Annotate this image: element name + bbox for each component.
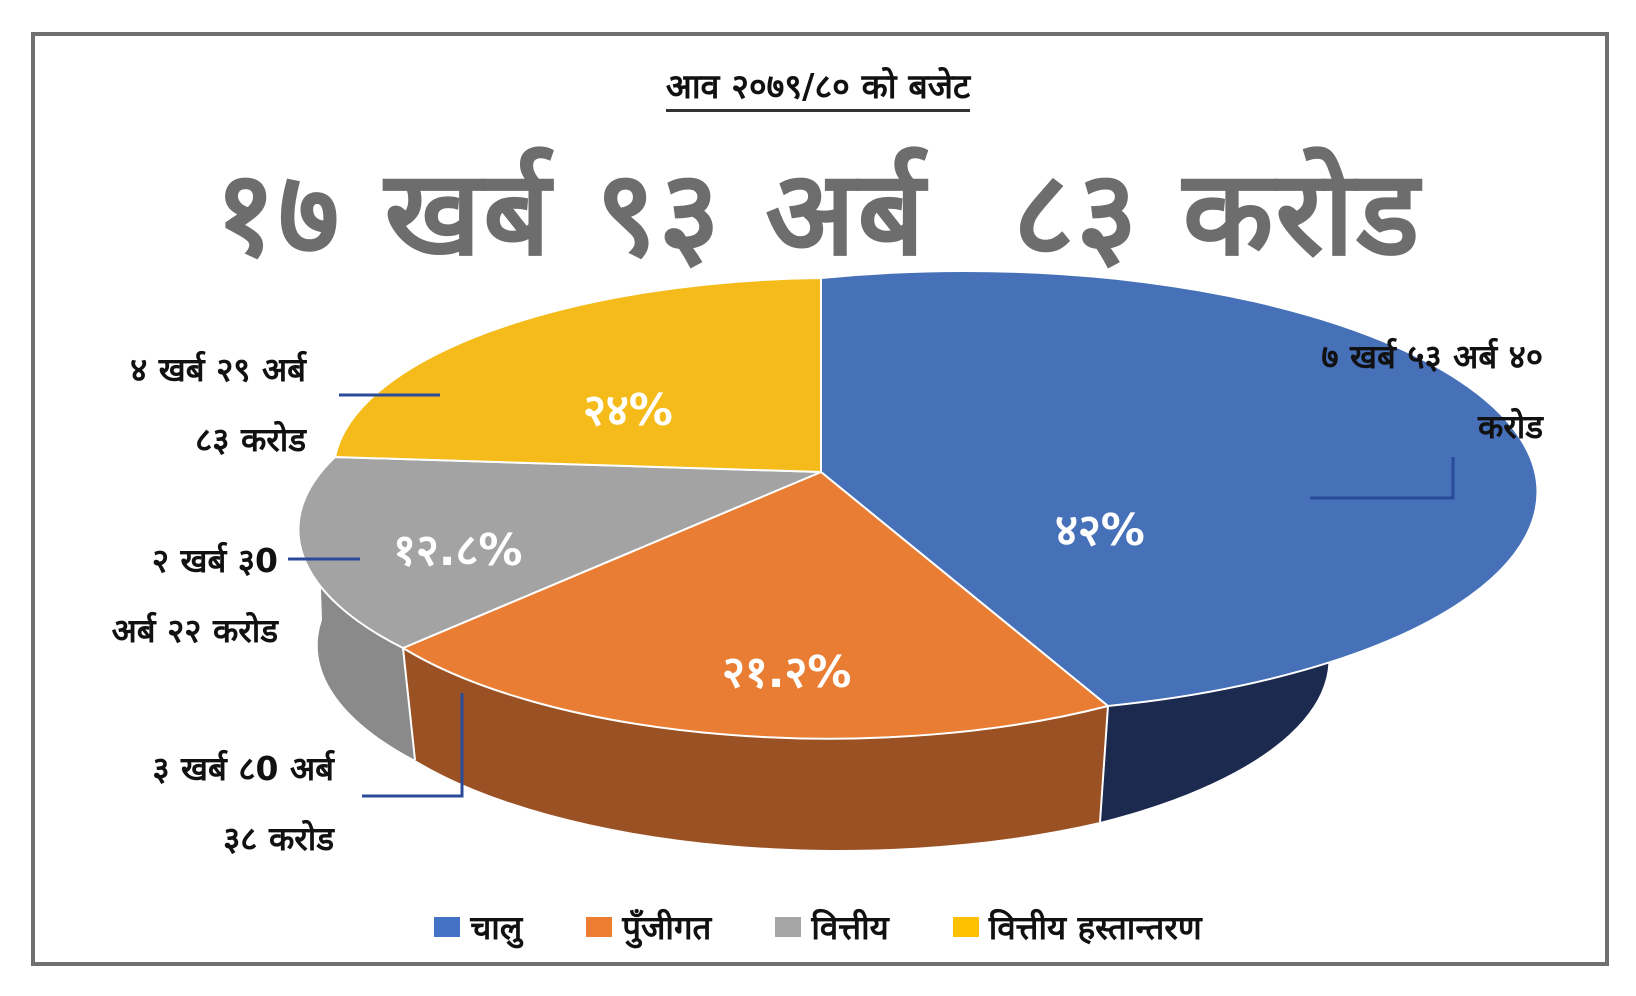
legend-item-punjigat: पुँजीगत <box>586 904 711 949</box>
slice-punjigat <box>400 470 1111 740</box>
legend-label: चालु <box>470 908 523 947</box>
amount-line-2: ३८ करोड <box>223 819 334 858</box>
legend-swatch-icon <box>434 916 461 937</box>
legend-swatch-icon <box>952 916 979 937</box>
leader-line-chalu <box>1310 457 1455 500</box>
legend-label: वित्तीय हस्तान्तरण <box>988 908 1202 947</box>
legend-label: वित्तीय <box>811 908 889 947</box>
pct-label-vittiya-hastantaran: २४% <box>583 385 673 436</box>
slice-side-chalu <box>1100 510 1333 822</box>
legend-swatch-icon <box>775 916 802 937</box>
chart-legend: चालु पुँजीगत वित्तीय वित्तीय हस्तान्तरण <box>0 904 1636 949</box>
amount-line-1: ३ खर्ब ८0 अर्ब <box>152 749 334 788</box>
legend-label: पुँजीगत <box>622 908 712 947</box>
slice-vittiya-hastantaran <box>333 276 822 474</box>
amount-label-chalu: ७ खर्ब ५३ अर्ब ४० करोड <box>1321 322 1543 462</box>
legend-swatch-icon <box>586 916 613 937</box>
chart-frame <box>31 32 1609 966</box>
pct-label-vittiya: १२.८% <box>393 525 523 576</box>
amount-line-2: ८३ करोड <box>195 420 306 459</box>
chart-subtitle: आव २०७९/८० को बजेट <box>0 62 1636 112</box>
amount-line-1: ४ खर्ब २९ अर्ब <box>130 350 306 389</box>
pct-label-chalu: ४२% <box>1055 505 1145 556</box>
amount-label-punjigat: ३ खर्ब ८0 अर्ब ३८ करोड <box>152 734 334 874</box>
leader-line-punjigat <box>362 693 464 798</box>
slice-chalu <box>820 269 1539 708</box>
amount-line-1: २ खर्ब ३0 <box>151 541 278 580</box>
slice-side-punjigat <box>403 648 1108 851</box>
fiscal-year-title: आव २०७९/८० को बजेट <box>665 67 971 112</box>
slice-vittiya <box>297 455 822 650</box>
amount-line-2: अर्ब २२ करोड <box>111 611 278 650</box>
amount-line-2: करोड <box>1477 407 1543 446</box>
pct-label-punjigat: २१.२% <box>722 647 852 698</box>
amount-label-vittiya: २ खर्ब ३0 अर्ब २२ करोड <box>112 526 278 666</box>
total-budget-title: १७ खर्ब ९३ अर्ब ८३ करोड <box>214 144 1422 282</box>
amount-line-1: ७ खर्ब ५३ अर्ब ४० <box>1321 337 1543 376</box>
legend-item-vittiya-hastantaran: वित्तीय हस्तान्तरण <box>952 904 1202 949</box>
legend-item-vittiya: वित्तीय <box>775 904 889 949</box>
amount-label-vittiya-hastantaran: ४ खर्ब २९ अर्ब ८३ करोड <box>130 335 306 475</box>
legend-item-chalu: चालु <box>434 904 522 949</box>
